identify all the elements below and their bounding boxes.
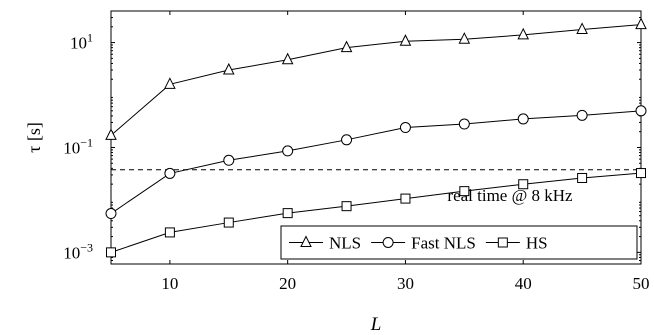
data-point-fast-nls (164, 167, 176, 179)
reference-line-label: real time @ 8 kHz (447, 186, 573, 205)
data-point-fast-nls (341, 134, 353, 146)
data-point-hs (106, 247, 116, 258)
data-point-hs (400, 193, 411, 204)
series-line-fast-nls (110, 110, 642, 214)
data-point-fast-nls (635, 105, 647, 117)
axes: 10 20 30 40 50 10−3 10−1 101 Lτ [s] (24, 10, 650, 335)
data-point-nls (576, 22, 588, 34)
series-line-hs (110, 172, 642, 253)
legend-box (280, 225, 638, 260)
legend-marker-hs (497, 237, 508, 248)
data-point-nls (399, 34, 412, 46)
data-point-fast-nls (282, 145, 294, 157)
data-point-nls (164, 77, 176, 89)
data-point-fast-nls (223, 154, 235, 166)
x-axis-label: L (370, 314, 382, 335)
data-point-fast-nls (399, 122, 411, 134)
series-hs (106, 168, 646, 258)
data-point-fast-nls (576, 109, 588, 121)
data-point-fast-nls (517, 113, 529, 125)
legend-marker-nls (300, 235, 312, 247)
legend-label-fast-nls: Fast NLS (411, 234, 476, 253)
legend-label-nls: NLS (329, 234, 361, 253)
series-line-nls (110, 24, 642, 136)
data-point-hs (341, 201, 352, 212)
y-tick-label: 101 (70, 31, 93, 53)
legend-label-hs: HS (526, 234, 548, 253)
data-point-nls (281, 52, 294, 65)
x-tick-label: 10 (161, 274, 178, 293)
data-point-hs (636, 168, 646, 179)
x-tick-label: 50 (633, 274, 650, 293)
data-point-hs (223, 217, 234, 228)
data-point-hs (164, 227, 175, 238)
data-point-fast-nls (458, 118, 470, 130)
y-tick-label: 10−1 (63, 135, 93, 157)
series-fast-nls (105, 105, 647, 220)
reference-line-group: real time @ 8 kHz (111, 169, 641, 205)
data-point-fast-nls (105, 208, 117, 220)
data-point-hs (459, 186, 470, 197)
series-nls (105, 17, 647, 140)
data-point-hs (518, 179, 529, 190)
data-point-nls (105, 128, 117, 140)
x-tick-label: 40 (515, 274, 532, 293)
data-point-hs (577, 172, 588, 183)
x-tick-label: 20 (279, 274, 296, 293)
y-axis-label: τ [s] (24, 122, 44, 153)
data-point-nls (517, 27, 530, 40)
data-point-nls (458, 32, 471, 44)
legend: NLS Fast NLS HS (280, 225, 638, 260)
series-group (105, 17, 647, 258)
data-point-hs (282, 208, 293, 219)
legend-marker-fast-nls (382, 237, 394, 248)
data-point-nls (635, 17, 647, 30)
data-point-nls (222, 62, 235, 75)
data-point-nls (340, 40, 353, 53)
y-tick-label: 10−3 (63, 240, 93, 262)
x-tick-label: 30 (397, 274, 414, 293)
